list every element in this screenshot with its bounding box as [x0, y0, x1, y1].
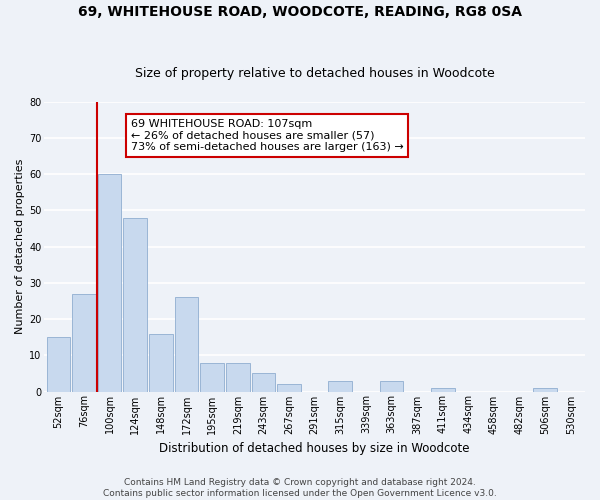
- Bar: [98, 174, 121, 392]
- Text: 69 WHITEHOUSE ROAD: 107sqm
← 26% of detached houses are smaller (57)
73% of semi: 69 WHITEHOUSE ROAD: 107sqm ← 26% of deta…: [131, 119, 404, 152]
- Bar: [124, 218, 147, 392]
- Bar: [149, 334, 173, 392]
- Text: Contains HM Land Registry data © Crown copyright and database right 2024.
Contai: Contains HM Land Registry data © Crown c…: [103, 478, 497, 498]
- Bar: [200, 362, 224, 392]
- Y-axis label: Number of detached properties: Number of detached properties: [15, 159, 25, 334]
- X-axis label: Distribution of detached houses by size in Woodcote: Distribution of detached houses by size …: [160, 442, 470, 455]
- Bar: [226, 362, 250, 392]
- Bar: [533, 388, 557, 392]
- Bar: [251, 374, 275, 392]
- Bar: [175, 298, 199, 392]
- Text: 69, WHITEHOUSE ROAD, WOODCOTE, READING, RG8 0SA: 69, WHITEHOUSE ROAD, WOODCOTE, READING, …: [78, 5, 522, 19]
- Bar: [380, 380, 403, 392]
- Bar: [431, 388, 455, 392]
- Bar: [277, 384, 301, 392]
- Title: Size of property relative to detached houses in Woodcote: Size of property relative to detached ho…: [135, 66, 494, 80]
- Bar: [72, 294, 96, 392]
- Bar: [328, 380, 352, 392]
- Bar: [47, 337, 70, 392]
